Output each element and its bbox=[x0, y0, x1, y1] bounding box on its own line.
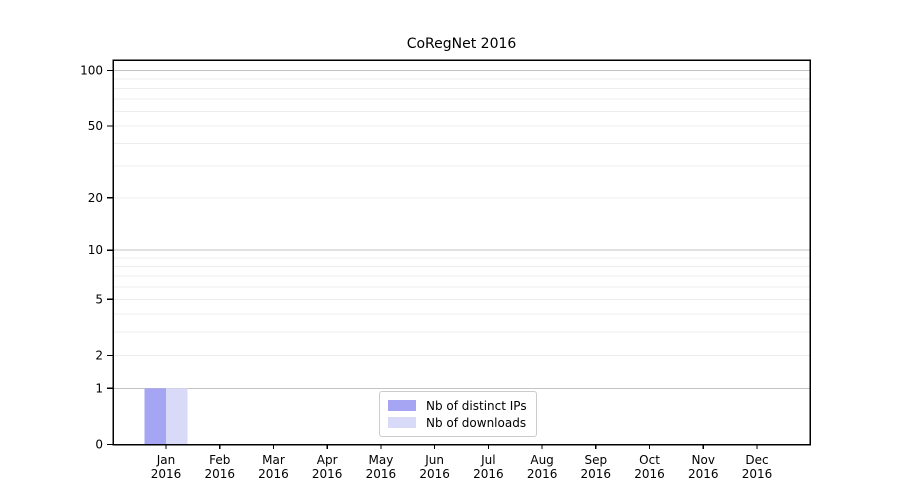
plot-border bbox=[112, 59, 811, 446]
x-tick-label: Jul bbox=[480, 453, 495, 467]
x-tick-label: 2016 bbox=[634, 467, 665, 481]
bar-nb-of-distinct-ips bbox=[144, 388, 166, 445]
legend-swatch-downloads bbox=[388, 417, 416, 428]
x-tick-label: Mar bbox=[262, 453, 285, 467]
x-tick-label: 2016 bbox=[419, 467, 450, 481]
x-tick-label: Apr bbox=[317, 453, 338, 467]
x-tick-label: Jan bbox=[156, 453, 176, 467]
x-tick-label: 2016 bbox=[688, 467, 719, 481]
y-tick-label: 20 bbox=[88, 191, 103, 205]
chart-title: CoRegNet 2016 bbox=[406, 36, 517, 52]
x-tick-label: 2016 bbox=[742, 467, 773, 481]
x-tick-label: 2016 bbox=[527, 467, 558, 481]
y-tick-label: 100 bbox=[80, 64, 103, 78]
x-tick-label: 2016 bbox=[581, 467, 612, 481]
x-tick-label: Sep bbox=[585, 453, 608, 467]
x-tick-label: 2016 bbox=[258, 467, 289, 481]
x-tick-label: Nov bbox=[692, 453, 715, 467]
legend-label-downloads: Nb of downloads bbox=[426, 415, 527, 430]
x-tick-label: Oct bbox=[639, 453, 660, 467]
x-tick-label: Aug bbox=[530, 453, 553, 467]
legend-item-downloads: Nb of downloads bbox=[388, 414, 527, 431]
x-tick-label: May bbox=[369, 453, 394, 467]
y-tick-label: 1 bbox=[95, 381, 103, 395]
legend-swatch-distinct-ips bbox=[388, 400, 416, 411]
y-tick-label: 10 bbox=[88, 243, 103, 257]
y-tick-label: 0 bbox=[95, 438, 103, 452]
x-tick-label: 2016 bbox=[366, 467, 397, 481]
x-tick-label: Feb bbox=[209, 453, 230, 467]
x-tick-label: 2016 bbox=[151, 467, 182, 481]
x-tick-label: Dec bbox=[745, 453, 768, 467]
x-tick-label: 2016 bbox=[312, 467, 343, 481]
y-tick-label: 5 bbox=[95, 292, 103, 306]
x-tick-label: 2016 bbox=[204, 467, 235, 481]
x-tick-label: 2016 bbox=[473, 467, 504, 481]
x-tick-label: Jun bbox=[424, 453, 444, 467]
legend-label-distinct-ips: Nb of distinct IPs bbox=[426, 398, 527, 413]
legend: Nb of distinct IPs Nb of downloads bbox=[379, 391, 537, 437]
y-tick-label: 50 bbox=[88, 119, 103, 133]
y-tick-label: 2 bbox=[95, 348, 103, 362]
legend-item-distinct-ips: Nb of distinct IPs bbox=[388, 397, 527, 414]
bar-nb-of-downloads bbox=[166, 388, 188, 445]
